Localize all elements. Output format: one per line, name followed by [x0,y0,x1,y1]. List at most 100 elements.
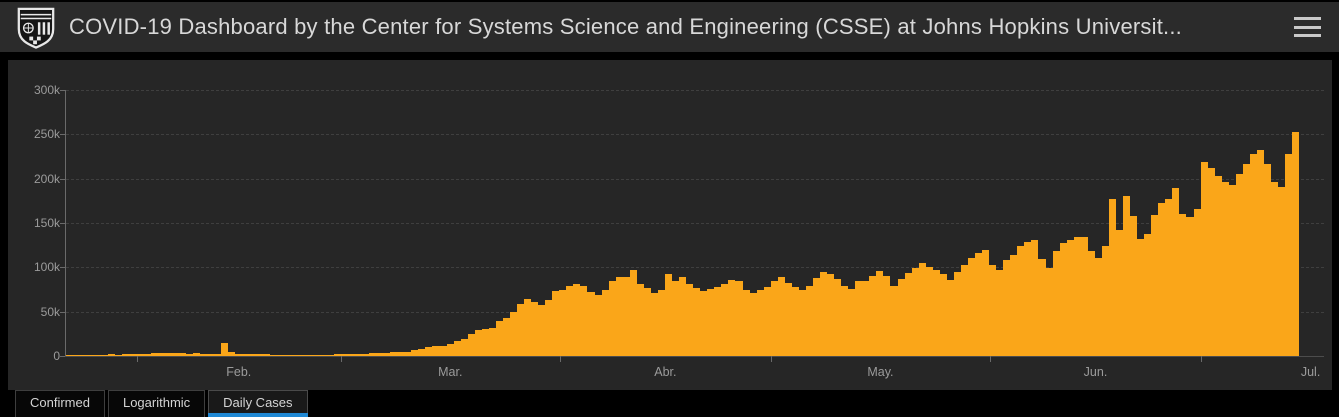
daily-cases-bar [615,277,623,356]
gridline [66,223,1324,224]
gridline [66,267,1324,269]
daily-cases-bar [693,288,701,356]
daily-cases-bar [1038,259,1046,356]
daily-cases-bar [122,354,130,356]
daily-cases-bar [1010,255,1018,356]
daily-cases-bar [566,285,574,356]
daily-cases-bar [784,282,792,356]
daily-cases-bar [848,289,856,356]
y-tick-label: 100k [33,260,60,275]
daily-cases-bar [263,354,271,356]
daily-cases-bar [517,303,525,356]
y-tick-mark [60,134,65,136]
app-header: COVID-19 Dashboard by the Center for Sys… [0,2,1339,52]
tab-label: Daily Cases [223,395,293,410]
daily-cases-bar [1165,198,1173,356]
tab-confirmed[interactable]: Confirmed [15,390,105,417]
daily-cases-bar [1228,184,1236,356]
jhu-shield-logo [17,7,55,49]
x-tick-mark [989,356,991,362]
daily-cases-bar [545,299,553,356]
daily-cases-bar [178,353,186,356]
y-tick-label: 250k [33,127,60,142]
daily-cases-bar [524,299,532,356]
daily-cases-bar [1249,153,1257,356]
daily-cases-bar [481,328,489,356]
daily-cases-bar [580,285,588,356]
gridline [66,178,1324,180]
daily-cases-bar [883,275,891,356]
daily-cases-bar [1031,239,1039,356]
daily-cases-bar [946,279,954,356]
daily-cases-bar [1292,131,1300,356]
daily-cases-bar [432,346,440,356]
daily-cases-bar [340,354,348,356]
daily-cases-bar [975,253,983,356]
daily-cases-bar [1263,163,1272,356]
daily-cases-bar [841,285,849,356]
daily-cases-bar [805,285,813,356]
daily-cases-bar [1186,216,1194,356]
daily-cases-bar [925,266,933,356]
daily-cases-bar [354,353,362,356]
page-title: COVID-19 Dashboard by the Center for Sys… [69,14,1182,39]
daily-cases-bar [1094,257,1102,356]
daily-cases-bar [777,277,785,356]
daily-cases-bar [150,353,158,356]
daily-cases-bar [1144,234,1152,356]
daily-cases-bar [509,312,517,356]
daily-cases-bar [672,281,680,356]
tab-daily-cases[interactable]: Daily Cases [208,390,308,417]
daily-cases-bar [291,355,299,356]
x-axis-ticks [66,356,1324,362]
daily-cases-bar [904,273,912,356]
daily-cases-bar [1003,259,1011,356]
x-tick-label: Feb. [226,365,252,379]
daily-cases-bar [869,276,877,356]
daily-cases-bar [326,354,334,356]
daily-cases-bar [136,353,144,356]
daily-cases-bar [383,352,391,356]
daily-cases-bar [235,353,243,356]
daily-cases-bar [890,286,898,356]
daily-cases-bar [820,271,828,356]
daily-cases-bar [1179,213,1187,356]
daily-cases-bar [664,274,673,356]
daily-cases-bar [369,353,377,356]
y-tick-mark [60,311,65,313]
daily-cases-bar [939,274,947,356]
daily-cases-bar [502,318,510,356]
daily-cases-bar [559,289,567,356]
daily-cases-bar [742,289,750,356]
y-tick-label: 50k [40,304,60,319]
daily-cases-bar [347,354,355,356]
daily-cases-bar [982,250,990,356]
x-tick-label: Jul. [1300,365,1321,379]
daily-cases-bar [439,345,447,356]
daily-cases-bar [80,355,88,356]
daily-cases-bar [601,290,609,356]
daily-cases-bar [488,328,496,356]
x-tick-label: Abr. [654,365,677,379]
daily-cases-bar [298,355,306,356]
daily-cases-bar [411,350,419,356]
daily-cases-bar [932,269,940,356]
y-tick-mark [60,90,65,91]
daily-cases-bar [1151,215,1159,356]
chart-plot-area[interactable] [66,90,1300,356]
y-tick-mark [60,223,65,224]
daily-cases-bar [319,354,327,356]
daily-cases-bar [1017,245,1025,356]
daily-cases-bar [643,288,651,356]
tab-logarithmic[interactable]: Logarithmic [107,390,206,417]
daily-cases-bar [897,278,905,356]
daily-cases-bar [714,287,722,356]
daily-cases-bar [1214,176,1222,356]
daily-cases-bar [460,338,468,356]
x-tick-mark [136,356,138,362]
daily-cases-bar [700,291,708,356]
hamburger-menu-icon[interactable] [1294,17,1321,37]
daily-cases-bar [108,354,116,356]
daily-cases-bar [242,354,250,356]
daily-cases-bar [199,353,207,356]
